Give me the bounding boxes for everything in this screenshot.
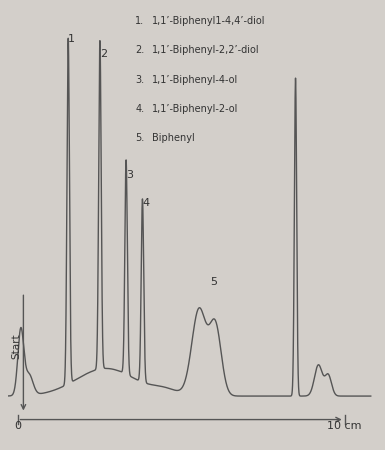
Text: 5: 5 [211, 277, 218, 287]
Text: 3.: 3. [135, 75, 144, 85]
Text: 3: 3 [126, 170, 133, 180]
Text: 10 cm: 10 cm [327, 421, 362, 431]
Text: 1,1’-Biphenyl1-4,4’-diol: 1,1’-Biphenyl1-4,4’-diol [152, 16, 265, 26]
Text: 2: 2 [100, 49, 107, 59]
Text: 0: 0 [14, 421, 21, 431]
Text: 1.: 1. [135, 16, 144, 26]
Text: 4.: 4. [135, 104, 144, 114]
Text: 1,1’-Biphenyl-4-ol: 1,1’-Biphenyl-4-ol [152, 75, 238, 85]
Text: 1: 1 [68, 34, 75, 44]
Text: 1,1’-Biphenyl-2,2’-diol: 1,1’-Biphenyl-2,2’-diol [152, 45, 259, 55]
Text: 2.: 2. [135, 45, 144, 55]
Text: 1,1’-Biphenyl-2-ol: 1,1’-Biphenyl-2-ol [152, 104, 238, 114]
Text: 5.: 5. [135, 133, 144, 144]
Text: 4: 4 [142, 198, 150, 208]
Text: Start: Start [11, 333, 21, 359]
Text: Biphenyl: Biphenyl [152, 133, 194, 144]
